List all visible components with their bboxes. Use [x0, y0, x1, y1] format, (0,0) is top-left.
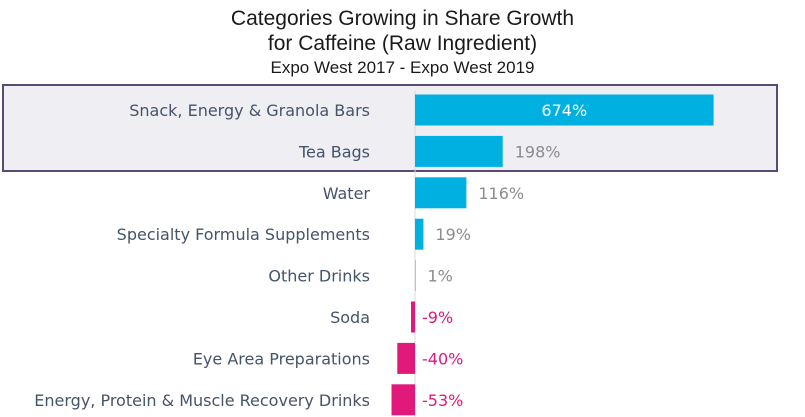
category-label-tea-bags: Tea Bags: [298, 142, 370, 161]
chart-title-line2: for Caffeine (Raw Ingredient): [267, 32, 538, 55]
category-label-snack-energy-granola-bars: Snack, Energy & Granola Bars: [129, 101, 370, 120]
category-label-water: Water: [323, 184, 371, 203]
value-label-specialty-formula-supplements: 19%: [435, 225, 471, 244]
bar-soda: [411, 301, 415, 333]
category-label-soda: Soda: [330, 308, 370, 327]
chart-title-block: Categories Growing in Share Growth for C…: [0, 6, 805, 79]
value-label-tea-bags: 198%: [515, 142, 561, 161]
bar-energy-protein-muscle-recovery-drinks: [391, 384, 415, 416]
value-label-water: 116%: [478, 184, 524, 203]
bar-eye-area-preparations: [397, 342, 415, 374]
category-label-specialty-formula-supplements: Specialty Formula Supplements: [117, 225, 370, 244]
value-label-energy-protein-muscle-recovery-drinks: -53%: [422, 391, 463, 410]
value-label-eye-area-preparations: -40%: [422, 349, 463, 368]
bar-snack-energy-granola-bars: [415, 94, 714, 126]
bar-tea-bags: [415, 135, 503, 167]
bar-water: [415, 177, 467, 209]
category-label-eye-area-preparations: Eye Area Preparations: [193, 349, 370, 368]
chart-title: Categories Growing in Share Growth: [230, 7, 575, 30]
value-label-soda: -9%: [422, 308, 453, 327]
bar-specialty-formula-supplements: [415, 218, 424, 250]
category-label-other-drinks: Other Drinks: [268, 267, 370, 286]
chart-subtitle: Expo West 2017 - Expo West 2019: [270, 58, 535, 77]
value-label-other-drinks: 1%: [427, 267, 452, 286]
value-label-snack-energy-granola-bars: 674%: [541, 101, 587, 120]
bar-other-drinks: [415, 260, 416, 292]
category-label-energy-protein-muscle-recovery-drinks: Energy, Protein & Muscle Recovery Drinks: [34, 391, 370, 410]
